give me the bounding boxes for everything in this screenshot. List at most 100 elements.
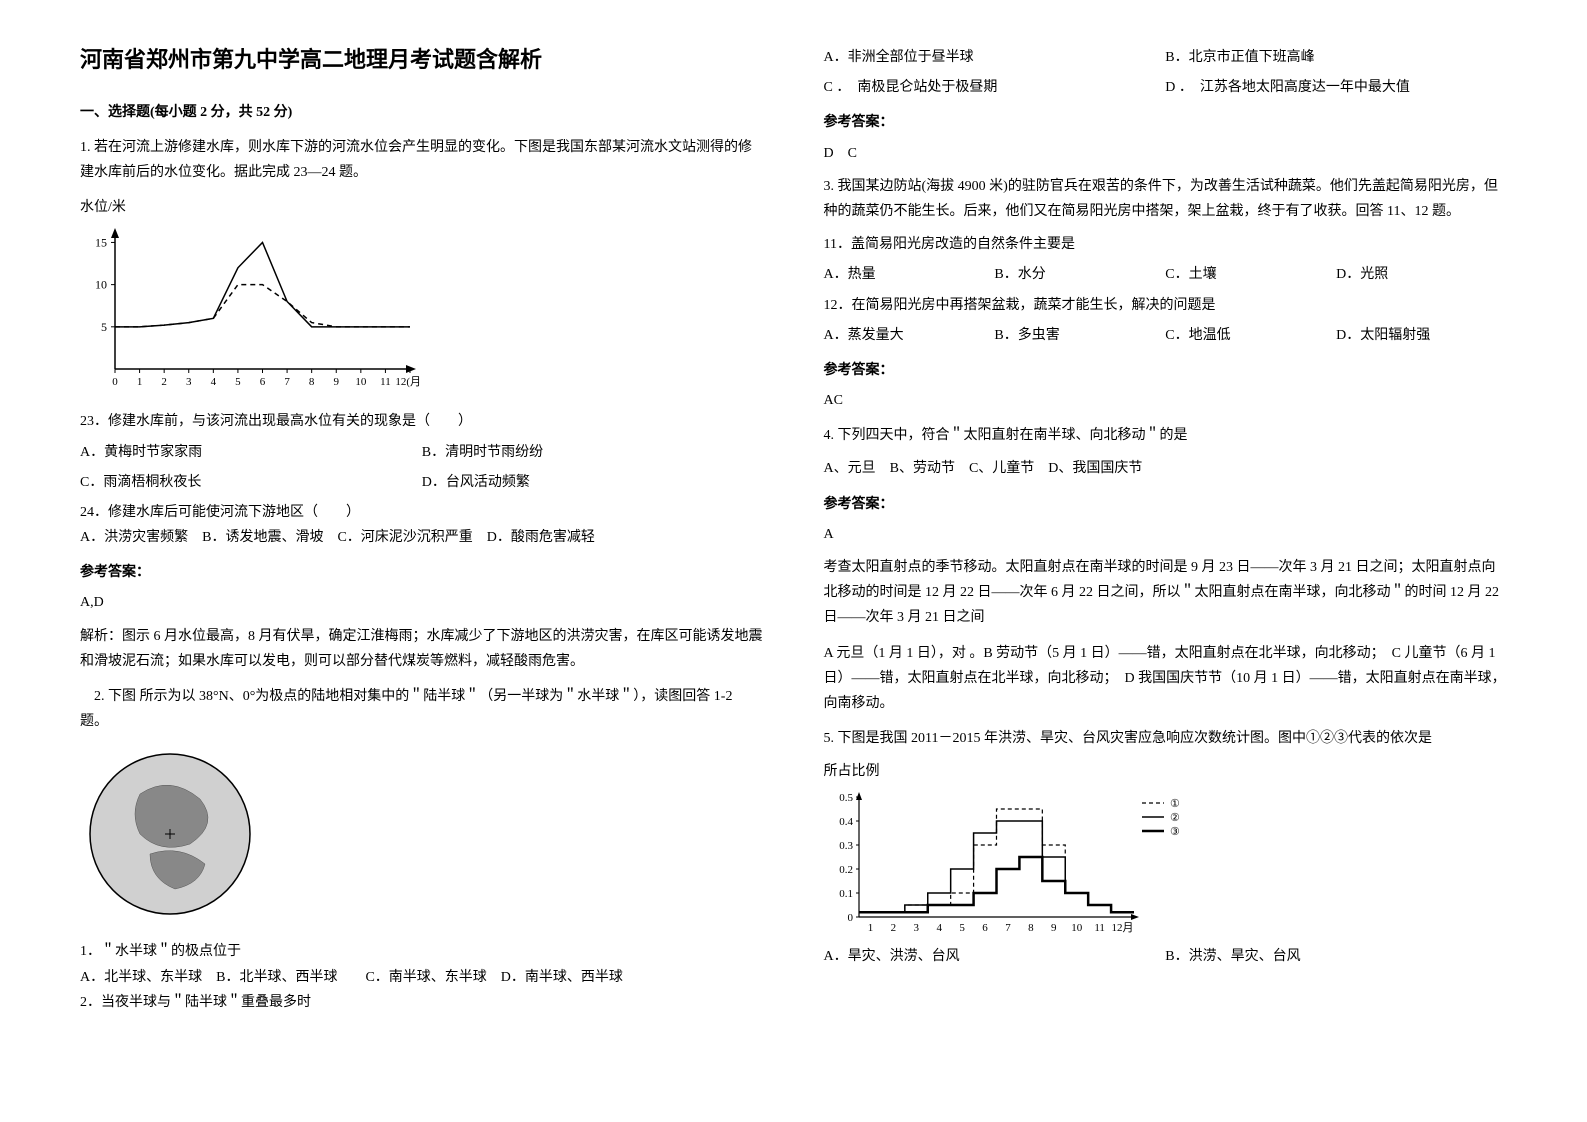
svg-text:6: 6 [982, 922, 988, 934]
q1-opt23-row1: A．黄梅时节家家雨 B．清明时节雨纷纷 [80, 440, 764, 465]
q1-explain: 解析：图示 6 月水位最高，8 月有伏旱，确定江淮梅雨；水库减少了下游地区的洪涝… [80, 624, 764, 674]
q3-opt12: A．蒸发量大 B．多虫害 C．地温低 D．太阳辐射强 [824, 323, 1508, 348]
q4-answer: A [824, 522, 1508, 547]
q2-sub1: 1．＂水半球＂的极点位于 [80, 939, 764, 964]
q5-opts: A．旱灾、洪涝、台风 B．洪涝、旱灾、台风 [824, 944, 1508, 969]
svg-text:0.2: 0.2 [839, 864, 853, 876]
q3-opt11b: B．水分 [994, 262, 1165, 287]
q2-optd: D ． 江苏各地太阳高度达一年中最大值 [1165, 75, 1507, 100]
q3-answer: AC [824, 388, 1508, 413]
svg-text:2: 2 [161, 376, 167, 388]
q4-explain1: 考查太阳直射点的季节移动。太阳直射点在南半球的时间是 9 月 23 日——次年 … [824, 555, 1508, 631]
q3-opt12b: B．多虫害 [994, 323, 1165, 348]
svg-text:3: 3 [913, 922, 919, 934]
q2-opts-row1: A．非洲全部位于昼半球 B．北京市正值下班高峰 [824, 45, 1508, 70]
svg-text:4: 4 [211, 376, 217, 388]
question-5: 5. 下图是我国 2011－2015 年洪涝、旱灾、台风灾害应急响应次数统计图。… [824, 726, 1508, 969]
svg-text:②: ② [1170, 812, 1180, 824]
q3-opt11: A．热量 B．水分 C．土壤 D．光照 [824, 262, 1508, 287]
svg-text:1: 1 [867, 922, 873, 934]
q3-opt11c: C．土壤 [1165, 262, 1336, 287]
svg-text:③: ③ [1170, 826, 1180, 838]
q2-stem: 2. 下图 所示为以 38°N、0°为极点的陆地相对集中的＂陆半球＂（另一半球为… [80, 684, 764, 734]
svg-text:12(月): 12(月) [395, 376, 420, 388]
svg-text:3: 3 [186, 376, 192, 388]
svg-text:11: 11 [380, 376, 391, 388]
svg-text:11: 11 [1094, 922, 1105, 934]
q3-sub12: 12．在简易阳光房中再搭架盆栽，蔬菜才能生长，解决的问题是 [824, 293, 1508, 318]
q3-opt11a: A．热量 [824, 262, 995, 287]
q5-optA: A．旱灾、洪涝、台风 [824, 944, 1166, 969]
svg-text:10: 10 [355, 376, 367, 388]
q3-opt11d: D．光照 [1336, 262, 1507, 287]
q2-opt1: A．北半球、东半球 B．北半球、西半球 C．南半球、东半球 D．南半球、西半球 [80, 965, 764, 990]
q2-globe [80, 744, 260, 924]
svg-text:①: ① [1170, 798, 1180, 810]
q2-opts-row2: C ． 南极昆仑站处于极昼期 D ． 江苏各地太阳高度达一年中最大值 [824, 75, 1508, 100]
q1-stem: 1. 若在河流上游修建水库，则水库下游的河流水位会产生明显的变化。下图是我国东部… [80, 135, 764, 185]
q1-sub24: 24．修建水库后可能使河流下游地区（ ） [80, 500, 764, 525]
q2-answer-label: 参考答案： [824, 110, 1508, 135]
svg-text:10: 10 [1071, 922, 1083, 934]
svg-text:7: 7 [1005, 922, 1011, 934]
left-column: 河南省郑州市第九中学高二地理月考试题含解析 一、选择题(每小题 2 分，共 52… [50, 40, 794, 1082]
svg-text:6: 6 [260, 376, 266, 388]
svg-text:0.1: 0.1 [839, 888, 853, 900]
q3-opt12c: C．地温低 [1165, 323, 1336, 348]
q1-answer-label: 参考答案： [80, 560, 764, 585]
q3-sub11: 11．盖简易阳光房改造的自然条件主要是 [824, 232, 1508, 257]
svg-text:1: 1 [137, 376, 143, 388]
svg-text:2: 2 [890, 922, 896, 934]
question-1: 1. 若在河流上游修建水库，则水库下游的河流水位会产生明显的变化。下图是我国东部… [80, 135, 764, 674]
svg-text:0.3: 0.3 [839, 840, 853, 852]
svg-text:5: 5 [101, 320, 107, 334]
svg-text:5: 5 [235, 376, 241, 388]
q2-optc: C ． 南极昆仑站处于极昼期 [824, 75, 1166, 100]
q1-opt24: A．洪涝灾害频繁 B．诱发地震、滑坡 C．河床泥沙沉积严重 D．酸雨危害减轻 [80, 525, 764, 550]
q3-stem: 3. 我国某边防站(海拔 4900 米)的驻防官兵在艰苦的条件下，为改善生活试种… [824, 174, 1508, 224]
q2-sub2: 2．当夜半球与＂陆半球＂重叠最多时 [80, 990, 764, 1015]
q4-explain2: A 元旦（1 月 1 日），对 。B 劳动节（5 月 1 日）——错，太阳直射点… [824, 641, 1508, 717]
svg-text:12月: 12月 [1111, 922, 1133, 934]
question-4: 4. 下列四天中，符合＂太阳直射在南半球、向北移动＂的是 A、元旦 B、劳动节 … [824, 423, 1508, 716]
q1-opt23b: B．清明时节雨纷纷 [422, 440, 764, 465]
q4-stem: 4. 下列四天中，符合＂太阳直射在南半球、向北移动＂的是 [824, 423, 1508, 448]
q4-answer-label: 参考答案： [824, 492, 1508, 517]
svg-text:9: 9 [1051, 922, 1057, 934]
q5-chart-ylabel: 所占比例 [824, 759, 1508, 784]
svg-text:4: 4 [936, 922, 942, 934]
q1-opt23c: C．雨滴梧桐秋夜长 [80, 470, 422, 495]
q1-chart-block: 水位/米 510150123456789101112(月) [80, 195, 764, 394]
q1-opt23a: A．黄梅时节家家雨 [80, 440, 422, 465]
svg-text:8: 8 [1028, 922, 1034, 934]
svg-text:7: 7 [284, 376, 290, 388]
q3-answer-label: 参考答案： [824, 358, 1508, 383]
svg-text:5: 5 [959, 922, 965, 934]
q1-chart-ylabel: 水位/米 [80, 195, 764, 220]
svg-text:0.5: 0.5 [839, 792, 853, 804]
q1-sub23: 23．修建水库前，与该河流出现最高水位有关的现象是（ ） [80, 409, 764, 434]
question-2: 2. 下图 所示为以 38°N、0°为极点的陆地相对集中的＂陆半球＂（另一半球为… [80, 684, 764, 1015]
section-header: 一、选择题(每小题 2 分，共 52 分) [80, 100, 764, 125]
q1-opt23-row2: C．雨滴梧桐秋夜长 D．台风活动频繁 [80, 470, 764, 495]
q2-opta: A．非洲全部位于昼半球 [824, 45, 1166, 70]
q5-optB: B．洪涝、旱灾、台风 [1165, 944, 1507, 969]
q1-answer: A,D [80, 590, 764, 615]
q2-globe-block [80, 744, 764, 924]
q3-opt12d: D．太阳辐射强 [1336, 323, 1507, 348]
q1-opt23d: D．台风活动频繁 [422, 470, 764, 495]
q5-step-chart: 00.10.20.30.40.5123456789101112月①②③ [824, 789, 1204, 939]
page-title: 河南省郑州市第九中学高二地理月考试题含解析 [80, 40, 764, 80]
q2-optb: B．北京市正值下班高峰 [1165, 45, 1507, 70]
q2-answer: D C [824, 141, 1508, 166]
question-3: 3. 我国某边防站(海拔 4900 米)的驻防官兵在艰苦的条件下，为改善生活试种… [824, 174, 1508, 414]
svg-text:0.4: 0.4 [839, 816, 853, 828]
svg-text:10: 10 [95, 278, 107, 292]
svg-text:8: 8 [309, 376, 315, 388]
q3-opt12a: A．蒸发量大 [824, 323, 995, 348]
q4-opts: A、元旦 B、劳动节 C、儿童节 D、我国国庆节 [824, 456, 1508, 481]
right-column: A．非洲全部位于昼半球 B．北京市正值下班高峰 C ． 南极昆仑站处于极昼期 D… [794, 40, 1538, 1082]
q5-stem: 5. 下图是我国 2011－2015 年洪涝、旱灾、台风灾害应急响应次数统计图。… [824, 726, 1508, 751]
svg-text:15: 15 [95, 236, 107, 250]
svg-text:9: 9 [334, 376, 340, 388]
